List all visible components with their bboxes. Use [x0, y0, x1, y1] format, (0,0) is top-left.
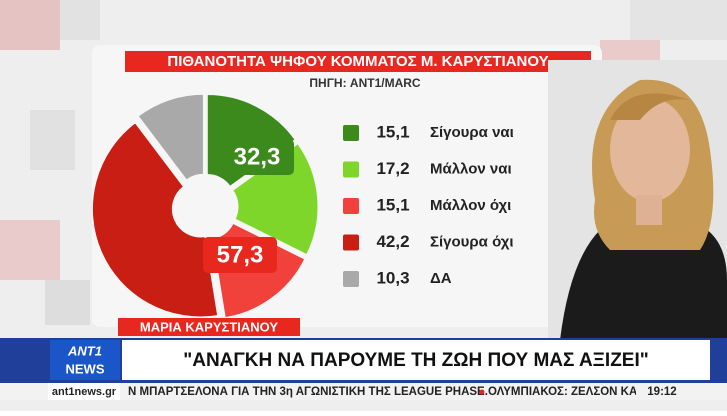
- name-strap: [118, 318, 300, 336]
- ticker-item: Ν ΜΠΑΡΤΣΕΛΟΝΑ ΓΙΑ ΤΗΝ 3η ΑΓΩΝΙΣΤΙΚΗ ΤΗΣ …: [128, 386, 488, 398]
- logo-top: ANT1: [67, 343, 102, 358]
- ticker-item: ΟΛΥΜΠΙΑΚΟΣ: ΖΕΛΣΟΝ ΚΑ: [488, 386, 637, 398]
- legend-label: Σίγουρα ναι: [430, 124, 514, 141]
- legend-value: 42,2: [376, 232, 409, 251]
- legend-value: 17,2: [376, 159, 409, 178]
- person-photo: [548, 60, 727, 340]
- title-banner: [125, 51, 591, 72]
- name-strap-text: ΜΑΡΙΑ ΚΑΡΥΣΤΙΑΝΟΥ: [140, 319, 278, 334]
- legend-label: Μάλλον ναι: [430, 160, 512, 177]
- donut-slice: [137, 93, 204, 181]
- donut: 32,3 57,3: [91, 93, 319, 319]
- group-label: 57,3: [217, 241, 264, 268]
- legend-value: 15,1: [376, 195, 409, 214]
- legend-value: 15,1: [376, 122, 409, 141]
- legend-swatch: [343, 161, 359, 178]
- headline: "ΑΝΑΓΚΗ ΝΑ ΠΑΡΟΥΜΕ ΤΗ ΖΩΗ ΠΟΥ ΜΑΣ ΑΞΙΖΕΙ…: [183, 350, 649, 371]
- bg-pattern: [0, 0, 660, 325]
- legend-value: 10,3: [376, 268, 409, 287]
- site-box: [48, 383, 120, 400]
- legend-swatch: [343, 234, 359, 251]
- legend-label: ΔΑ: [430, 270, 452, 287]
- site: ant1news.gr: [52, 386, 117, 398]
- ticker-clip: Ν ΜΠΑΡΤΣΕΛΟΝΑ ΓΙΑ ΤΗΝ 3η ΑΓΩΝΙΣΤΙΚΗ ΤΗΣ …: [128, 386, 637, 398]
- legend: 15,1 Σίγουρα ναι 17,2 Μάλλον ναι 15,1 Μάλλον …: [343, 122, 514, 287]
- donut-slice: [91, 122, 219, 318]
- legend-swatch: [343, 125, 359, 141]
- group-label: 32,3: [234, 143, 281, 170]
- ticker-band: [0, 383, 727, 400]
- ticker-dot: [479, 389, 485, 395]
- chart-title: ΠΙΘΑΝΟΤΗΤΑ ΨΗΦΟΥ ΚΟΜΜΑΤΟΣ Μ. ΚΑΡΥΣΤΙΑΝΟΥ: [167, 53, 548, 70]
- logo-bottom: NEWS: [66, 361, 105, 376]
- group-label-box: [203, 237, 277, 273]
- group-label-box: [220, 139, 294, 175]
- donut-slice: [232, 143, 319, 256]
- legend-label: Σίγουρα όχι: [430, 233, 514, 250]
- headline-box: [122, 340, 710, 380]
- legend-swatch: [343, 271, 359, 287]
- time: 19:12: [647, 386, 676, 398]
- logo-box: [50, 340, 120, 380]
- chart-subtitle: ΠΗΓΗ: ANT1/MARC: [309, 76, 421, 90]
- legend-label: Μάλλον όχι: [430, 197, 511, 214]
- legend-swatch: [343, 198, 359, 214]
